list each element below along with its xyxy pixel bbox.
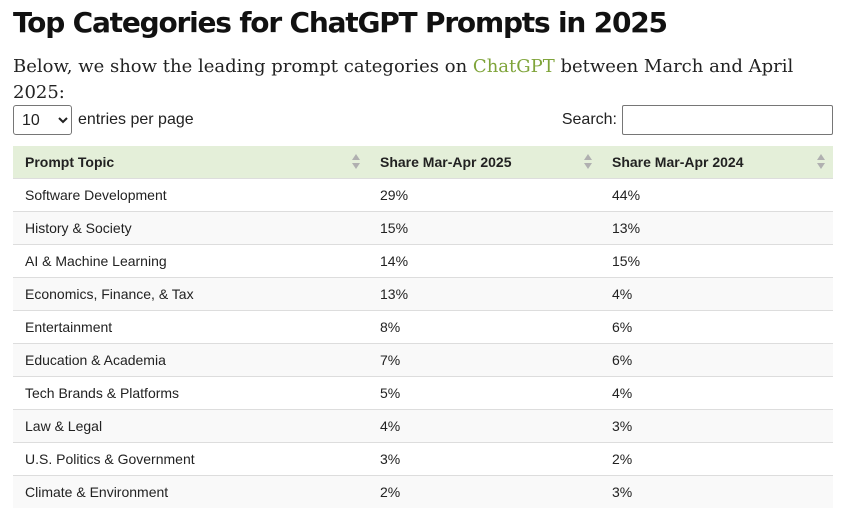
cell-topic: Software Development bbox=[13, 178, 368, 212]
search-input[interactable] bbox=[622, 105, 833, 135]
cell-topic: AI & Machine Learning bbox=[13, 244, 368, 278]
cell-share-2025: 2% bbox=[368, 475, 600, 508]
cell-share-2024: 6% bbox=[600, 310, 833, 344]
table-row: Law & Legal 4% 3% bbox=[13, 409, 833, 443]
table-row: AI & Machine Learning 14% 15% bbox=[13, 244, 833, 278]
cell-topic: Education & Academia bbox=[13, 343, 368, 377]
column-header-label: Share Mar-Apr 2024 bbox=[612, 154, 744, 170]
cell-share-2024: 3% bbox=[600, 409, 833, 443]
cell-topic: Climate & Environment bbox=[13, 475, 368, 508]
table-row: Entertainment 8% 6% bbox=[13, 310, 833, 344]
search-label: Search: bbox=[561, 111, 617, 128]
cell-share-2025: 5% bbox=[368, 376, 600, 410]
sort-arrows-icon bbox=[584, 153, 592, 171]
cell-share-2025: 3% bbox=[368, 442, 600, 476]
categories-table: Prompt Topic Share Mar-Apr 2025 Share Ma… bbox=[13, 146, 833, 508]
cell-share-2024: 2% bbox=[600, 442, 833, 476]
cell-topic: Economics, Finance, & Tax bbox=[13, 277, 368, 311]
cell-topic: History & Society bbox=[13, 211, 368, 245]
table-row: Education & Academia 7% 6% bbox=[13, 343, 833, 377]
table-row: History & Society 15% 13% bbox=[13, 211, 833, 245]
sort-arrows-icon bbox=[352, 153, 360, 171]
column-header-prompt-topic[interactable]: Prompt Topic bbox=[13, 146, 368, 179]
cell-share-2024: 15% bbox=[600, 244, 833, 278]
cell-share-2025: 29% bbox=[368, 178, 600, 212]
table-row: U.S. Politics & Government 3% 2% bbox=[13, 442, 833, 476]
cell-share-2025: 8% bbox=[368, 310, 600, 344]
entries-per-page-select[interactable]: 10 bbox=[13, 105, 72, 135]
table-row: Software Development 29% 44% bbox=[13, 178, 833, 212]
sort-arrows-icon bbox=[817, 153, 825, 171]
column-header-label: Prompt Topic bbox=[25, 154, 115, 170]
chatgpt-link[interactable]: ChatGPT bbox=[472, 56, 555, 77]
cell-share-2024: 44% bbox=[600, 178, 833, 212]
cell-share-2025: 14% bbox=[368, 244, 600, 278]
column-header-share-2024[interactable]: Share Mar-Apr 2024 bbox=[600, 146, 833, 179]
cell-share-2025: 4% bbox=[368, 409, 600, 443]
cell-share-2025: 7% bbox=[368, 343, 600, 377]
cell-share-2024: 4% bbox=[600, 376, 833, 410]
cell-share-2024: 4% bbox=[600, 277, 833, 311]
cell-topic: Entertainment bbox=[13, 310, 368, 344]
table-row: Economics, Finance, & Tax 13% 4% bbox=[13, 277, 833, 311]
cell-share-2024: 3% bbox=[600, 475, 833, 508]
intro-after: between March and April 2025: bbox=[13, 56, 794, 103]
table-row: Tech Brands & Platforms 5% 4% bbox=[13, 376, 833, 410]
intro-before: Below, we show the leading prompt catego… bbox=[13, 56, 473, 77]
entries-length-control: 10 entries per page bbox=[13, 105, 194, 135]
table-header-row: Prompt Topic Share Mar-Apr 2025 Share Ma… bbox=[13, 146, 833, 179]
entries-per-page-label: entries per page bbox=[78, 111, 194, 128]
cell-share-2025: 13% bbox=[368, 277, 600, 311]
intro-text: Below, we show the leading prompt catego… bbox=[13, 54, 847, 106]
search-control: Search: bbox=[562, 104, 833, 136]
cell-share-2025: 15% bbox=[368, 211, 600, 245]
page-title: Top Categories for ChatGPT Prompts in 20… bbox=[13, 6, 668, 39]
column-header-share-2025[interactable]: Share Mar-Apr 2025 bbox=[368, 146, 600, 179]
column-header-label: Share Mar-Apr 2025 bbox=[380, 154, 512, 170]
cell-share-2024: 6% bbox=[600, 343, 833, 377]
table-row: Climate & Environment 2% 3% bbox=[13, 475, 833, 508]
cell-topic: Tech Brands & Platforms bbox=[13, 376, 368, 410]
cell-topic: Law & Legal bbox=[13, 409, 368, 443]
cell-topic: U.S. Politics & Government bbox=[13, 442, 368, 476]
cell-share-2024: 13% bbox=[600, 211, 833, 245]
